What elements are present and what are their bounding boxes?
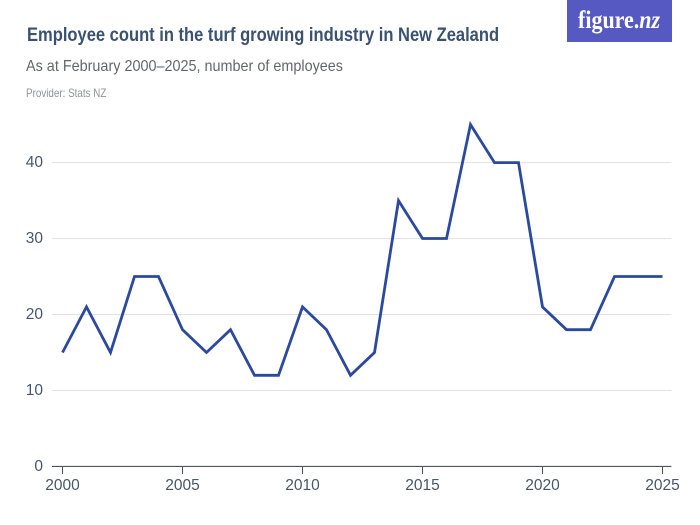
svg-text:2020: 2020 bbox=[525, 477, 560, 494]
svg-text:20: 20 bbox=[26, 306, 44, 323]
svg-text:40: 40 bbox=[26, 154, 44, 171]
svg-text:2000: 2000 bbox=[45, 477, 80, 494]
svg-text:2025: 2025 bbox=[645, 477, 679, 494]
svg-text:2005: 2005 bbox=[165, 477, 199, 494]
svg-text:30: 30 bbox=[26, 230, 44, 247]
svg-text:10: 10 bbox=[26, 382, 44, 399]
svg-text:2010: 2010 bbox=[285, 477, 320, 494]
svg-text:2015: 2015 bbox=[405, 477, 439, 494]
svg-text:0: 0 bbox=[34, 458, 43, 475]
